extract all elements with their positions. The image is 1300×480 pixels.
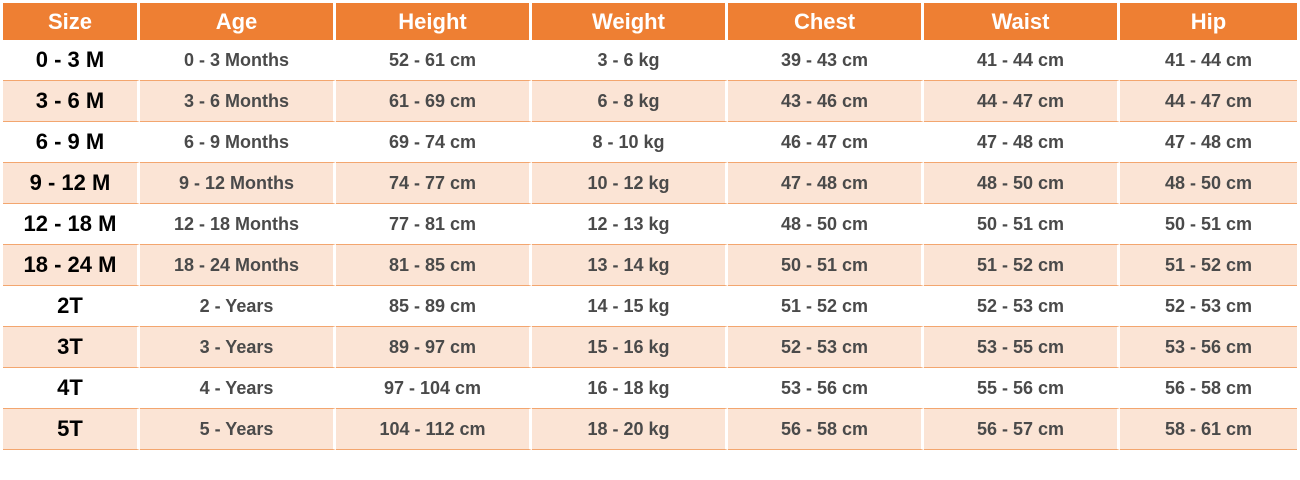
cell-height: 69 - 74 cm (336, 122, 532, 163)
table-row: 12 - 18 M 12 - 18 Months 77 - 81 cm 12 - 13… (3, 204, 1297, 245)
cell-size: 3T (3, 327, 140, 368)
cell-weight: 6 - 8 kg (532, 81, 728, 122)
cell-weight: 13 - 14 kg (532, 245, 728, 286)
cell-waist: 51 - 52 cm (924, 245, 1120, 286)
header-waist: Waist (924, 3, 1120, 40)
cell-waist: 44 - 47 cm (924, 81, 1120, 122)
cell-size: 2T (3, 286, 140, 327)
cell-weight: 14 - 15 kg (532, 286, 728, 327)
cell-height: 85 - 89 cm (336, 286, 532, 327)
cell-hip: 53 - 56 cm (1120, 327, 1297, 368)
cell-age: 3 - 6 Months (140, 81, 336, 122)
cell-waist: 52 - 53 cm (924, 286, 1120, 327)
cell-chest: 52 - 53 cm (728, 327, 924, 368)
size-chart: Size Age Height Weight Chest Waist Hip 0… (3, 3, 1297, 475)
cell-height: 81 - 85 cm (336, 245, 532, 286)
cell-waist: 55 - 56 cm (924, 368, 1120, 409)
cell-weight: 8 - 10 kg (532, 122, 728, 163)
cell-weight: 12 - 13 kg (532, 204, 728, 245)
header-chest: Chest (728, 3, 924, 40)
cell-size: 4T (3, 368, 140, 409)
cell-height: 74 - 77 cm (336, 163, 532, 204)
cell-waist: 53 - 55 cm (924, 327, 1120, 368)
cell-age: 12 - 18 Months (140, 204, 336, 245)
header-age: Age (140, 3, 336, 40)
table-row: 5T 5 - Years 104 - 112 cm 18 - 20 kg 56 - 58… (3, 409, 1297, 450)
cell-age: 3 - Years (140, 327, 336, 368)
cell-size: 12 - 18 M (3, 204, 140, 245)
cell-chest: 56 - 58 cm (728, 409, 924, 450)
cell-size: 0 - 3 M (3, 40, 140, 81)
cell-chest: 48 - 50 cm (728, 204, 924, 245)
cell-weight: 10 - 12 kg (532, 163, 728, 204)
cell-age: 9 - 12 Months (140, 163, 336, 204)
cell-chest: 39 - 43 cm (728, 40, 924, 81)
header-row: Size Age Height Weight Chest Waist Hip (3, 3, 1297, 40)
cell-size: 9 - 12 M (3, 163, 140, 204)
cell-chest: 47 - 48 cm (728, 163, 924, 204)
cell-age: 18 - 24 Months (140, 245, 336, 286)
cell-chest: 51 - 52 cm (728, 286, 924, 327)
header-size: Size (3, 3, 140, 40)
cell-height: 104 - 112 cm (336, 409, 532, 450)
cell-waist: 48 - 50 cm (924, 163, 1120, 204)
cell-height: 77 - 81 cm (336, 204, 532, 245)
cell-hip: 47 - 48 cm (1120, 122, 1297, 163)
size-chart-table: Size Age Height Weight Chest Waist Hip 0… (3, 3, 1297, 450)
cell-size: 3 - 6 M (3, 81, 140, 122)
cell-age: 5 - Years (140, 409, 336, 450)
cell-age: 4 - Years (140, 368, 336, 409)
cell-height: 52 - 61 cm (336, 40, 532, 81)
cell-waist: 41 - 44 cm (924, 40, 1120, 81)
table-row: 3T 3 - Years 89 - 97 cm 15 - 16 kg 52 - 53 c… (3, 327, 1297, 368)
header-weight: Weight (532, 3, 728, 40)
table-row: 18 - 24 M 18 - 24 Months 81 - 85 cm 13 - 14… (3, 245, 1297, 286)
cell-chest: 53 - 56 cm (728, 368, 924, 409)
cell-height: 89 - 97 cm (336, 327, 532, 368)
cell-age: 0 - 3 Months (140, 40, 336, 81)
cell-chest: 50 - 51 cm (728, 245, 924, 286)
cell-waist: 56 - 57 cm (924, 409, 1120, 450)
cell-size: 18 - 24 M (3, 245, 140, 286)
cell-waist: 50 - 51 cm (924, 204, 1120, 245)
cell-hip: 58 - 61 cm (1120, 409, 1297, 450)
cell-age: 6 - 9 Months (140, 122, 336, 163)
cell-height: 97 - 104 cm (336, 368, 532, 409)
table-header: Size Age Height Weight Chest Waist Hip (3, 3, 1297, 40)
cell-hip: 50 - 51 cm (1120, 204, 1297, 245)
cell-size: 6 - 9 M (3, 122, 140, 163)
cell-weight: 3 - 6 kg (532, 40, 728, 81)
cell-chest: 46 - 47 cm (728, 122, 924, 163)
cell-age: 2 - Years (140, 286, 336, 327)
cell-weight: 15 - 16 kg (532, 327, 728, 368)
cell-hip: 51 - 52 cm (1120, 245, 1297, 286)
cell-waist: 47 - 48 cm (924, 122, 1120, 163)
cell-hip: 48 - 50 cm (1120, 163, 1297, 204)
header-height: Height (336, 3, 532, 40)
cell-height: 61 - 69 cm (336, 81, 532, 122)
cell-weight: 18 - 20 kg (532, 409, 728, 450)
cell-hip: 56 - 58 cm (1120, 368, 1297, 409)
cell-hip: 52 - 53 cm (1120, 286, 1297, 327)
cell-weight: 16 - 18 kg (532, 368, 728, 409)
cell-chest: 43 - 46 cm (728, 81, 924, 122)
cell-hip: 44 - 47 cm (1120, 81, 1297, 122)
header-hip: Hip (1120, 3, 1297, 40)
table-row: 4T 4 - Years 97 - 104 cm 16 - 18 kg 53 - 56 … (3, 368, 1297, 409)
table-row: 2T 2 - Years 85 - 89 cm 14 - 15 kg 51 - 52 c… (3, 286, 1297, 327)
cell-size: 5T (3, 409, 140, 450)
cell-hip: 41 - 44 cm (1120, 40, 1297, 81)
